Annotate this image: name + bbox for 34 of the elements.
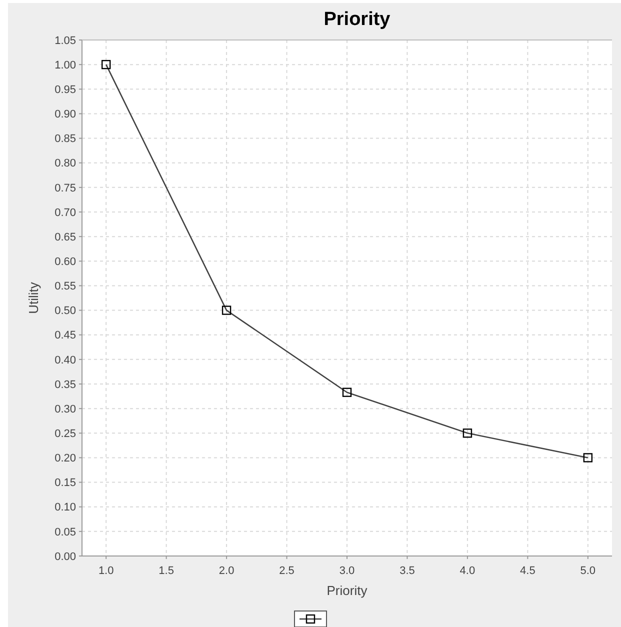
y-tick-label: 0.30 <box>54 403 76 416</box>
y-tick-label: 0.70 <box>54 206 76 219</box>
y-tick-label: 1.05 <box>54 34 76 47</box>
x-tick-label: 4.0 <box>460 565 476 577</box>
x-tick-label: 4.5 <box>520 565 536 577</box>
y-tick-label: 0.00 <box>54 550 76 563</box>
y-tick-label: 0.80 <box>54 158 76 170</box>
y-axis-title: Utility <box>26 282 41 314</box>
x-tick-label: 5.0 <box>580 565 596 577</box>
y-tick-label: 0.85 <box>54 133 76 146</box>
y-tick-label: 0.25 <box>54 428 76 440</box>
x-tick-label: 1.0 <box>98 565 114 577</box>
y-tick-label: 0.50 <box>54 305 76 318</box>
x-tick-label: 2.5 <box>279 565 294 577</box>
y-tick-label: 0.95 <box>54 84 76 96</box>
x-axis-title: Priority <box>326 583 368 598</box>
y-tick-label: 1.00 <box>54 59 76 72</box>
y-tick-label: 0.40 <box>54 354 76 366</box>
y-tick-label: 0.10 <box>54 502 76 514</box>
y-tick-label: 0.20 <box>54 452 76 465</box>
y-tick-label: 0.45 <box>54 330 76 342</box>
chart-title: Priority <box>324 9 391 30</box>
x-tick-label: 3.5 <box>400 565 415 577</box>
y-tick-label: 0.75 <box>54 182 76 194</box>
y-tick-label: 0.55 <box>54 280 76 293</box>
y-tick-label: 0.35 <box>54 378 76 391</box>
y-tick-label: 0.90 <box>54 108 76 121</box>
y-tick-label: 0.65 <box>54 231 76 244</box>
x-tick-label: 2.0 <box>218 565 234 577</box>
y-tick-label: 0.05 <box>54 526 76 538</box>
x-tick-label: 1.5 <box>158 565 174 577</box>
y-tick-label: 0.15 <box>54 477 76 490</box>
y-tick-label: 0.60 <box>54 256 76 268</box>
x-tick-label: 3.0 <box>339 565 355 577</box>
